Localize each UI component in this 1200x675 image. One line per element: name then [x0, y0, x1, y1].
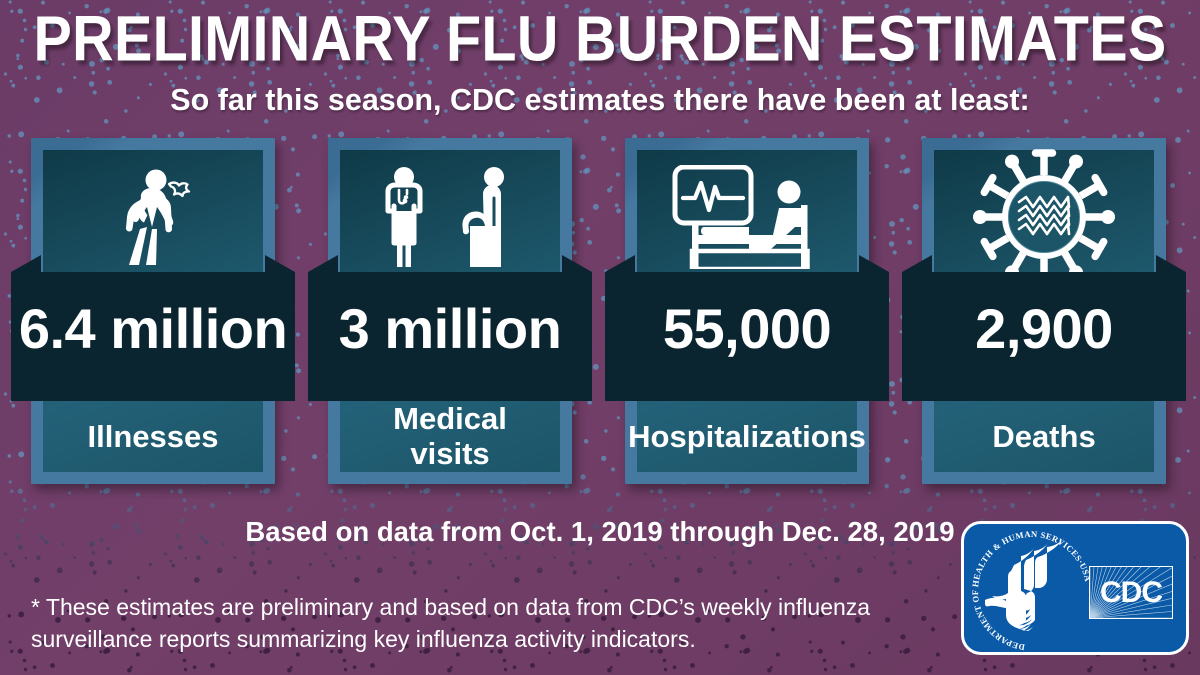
svg-text:DEPARTMENT OF HEALTH & HUMAN S: DEPARTMENT OF HEALTH & HUMAN SERVICES·US… — [970, 529, 1093, 653]
